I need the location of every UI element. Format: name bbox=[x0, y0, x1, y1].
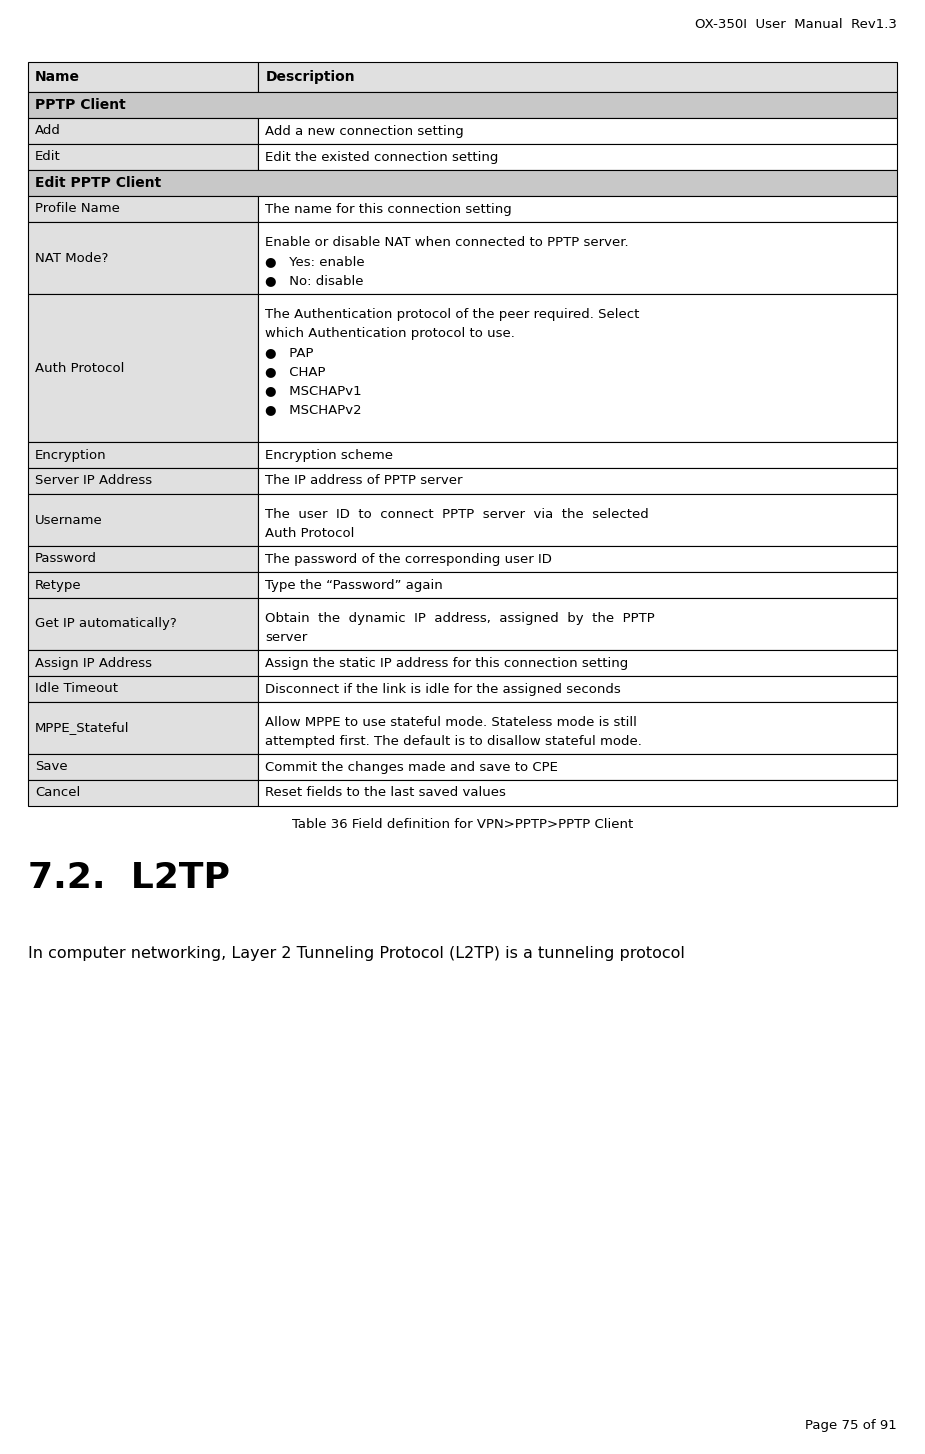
Bar bbox=[28, 571, 258, 598]
Bar bbox=[258, 468, 897, 494]
Text: ●   Yes: enable: ● Yes: enable bbox=[265, 254, 364, 268]
Text: Profile Name: Profile Name bbox=[35, 202, 120, 215]
Bar bbox=[28, 294, 258, 442]
Text: Add a new connection setting: Add a new connection setting bbox=[265, 125, 464, 138]
Text: Edit the existed connection setting: Edit the existed connection setting bbox=[265, 151, 499, 163]
Text: Type the “Password” again: Type the “Password” again bbox=[265, 579, 443, 592]
Bar bbox=[28, 598, 258, 650]
Bar bbox=[28, 676, 258, 702]
Text: Server IP Address: Server IP Address bbox=[35, 474, 152, 487]
Bar bbox=[258, 547, 897, 571]
Text: Enable or disable NAT when connected to PPTP server.: Enable or disable NAT when connected to … bbox=[265, 236, 629, 249]
Bar bbox=[258, 598, 897, 650]
Text: attempted first. The default is to disallow stateful mode.: attempted first. The default is to disal… bbox=[265, 736, 642, 747]
Bar bbox=[28, 547, 258, 571]
Text: The Authentication protocol of the peer required. Select: The Authentication protocol of the peer … bbox=[265, 308, 640, 321]
Bar bbox=[28, 92, 897, 118]
Bar bbox=[28, 494, 258, 547]
Text: In computer networking, Layer 2 Tunneling Protocol (L2TP) is a tunneling protoco: In computer networking, Layer 2 Tunnelin… bbox=[28, 947, 684, 961]
Text: Auth Protocol: Auth Protocol bbox=[35, 362, 124, 375]
Bar bbox=[28, 442, 258, 468]
Text: NAT Mode?: NAT Mode? bbox=[35, 252, 108, 265]
Text: Reset fields to the last saved values: Reset fields to the last saved values bbox=[265, 787, 506, 800]
Text: server: server bbox=[265, 631, 307, 644]
Text: Assign the static IP address for this connection setting: Assign the static IP address for this co… bbox=[265, 657, 628, 669]
Bar bbox=[258, 294, 897, 442]
Text: Edit PPTP Client: Edit PPTP Client bbox=[35, 176, 161, 190]
Text: PPTP Client: PPTP Client bbox=[35, 97, 126, 112]
Text: Encryption scheme: Encryption scheme bbox=[265, 448, 393, 461]
Text: MPPE_Stateful: MPPE_Stateful bbox=[35, 721, 130, 734]
Bar bbox=[258, 755, 897, 779]
Text: Encryption: Encryption bbox=[35, 448, 106, 461]
Text: Idle Timeout: Idle Timeout bbox=[35, 682, 118, 695]
Bar bbox=[258, 494, 897, 547]
Text: Assign IP Address: Assign IP Address bbox=[35, 657, 152, 669]
Bar bbox=[28, 144, 258, 170]
Text: Commit the changes made and save to CPE: Commit the changes made and save to CPE bbox=[265, 760, 558, 774]
Text: Edit: Edit bbox=[35, 151, 61, 163]
Bar bbox=[28, 468, 258, 494]
Text: ●   MSCHAPv1: ● MSCHAPv1 bbox=[265, 384, 362, 397]
Bar bbox=[28, 170, 897, 196]
Bar bbox=[258, 196, 897, 222]
Text: Save: Save bbox=[35, 760, 68, 774]
Text: The IP address of PPTP server: The IP address of PPTP server bbox=[265, 474, 462, 487]
Bar bbox=[258, 63, 897, 92]
Bar bbox=[28, 650, 258, 676]
Text: The name for this connection setting: The name for this connection setting bbox=[265, 202, 512, 215]
Bar bbox=[258, 144, 897, 170]
Bar bbox=[258, 702, 897, 755]
Text: The  user  ID  to  connect  PPTP  server  via  the  selected: The user ID to connect PPTP server via t… bbox=[265, 507, 649, 521]
Text: Disconnect if the link is idle for the assigned seconds: Disconnect if the link is idle for the a… bbox=[265, 682, 621, 695]
Text: ●   No: disable: ● No: disable bbox=[265, 273, 364, 286]
Text: Username: Username bbox=[35, 513, 103, 526]
Bar bbox=[258, 118, 897, 144]
Bar bbox=[28, 63, 258, 92]
Text: OX-350I  User  Manual  Rev1.3: OX-350I User Manual Rev1.3 bbox=[695, 17, 897, 31]
Text: ●   CHAP: ● CHAP bbox=[265, 365, 326, 378]
Bar bbox=[258, 650, 897, 676]
Text: Table 36 Field definition for VPN>PPTP>PPTP Client: Table 36 Field definition for VPN>PPTP>P… bbox=[292, 819, 633, 832]
Bar bbox=[28, 196, 258, 222]
Bar bbox=[258, 676, 897, 702]
Bar bbox=[28, 755, 258, 779]
Text: ●   PAP: ● PAP bbox=[265, 346, 314, 359]
Bar bbox=[258, 571, 897, 598]
Bar bbox=[258, 442, 897, 468]
Text: Description: Description bbox=[265, 70, 355, 84]
Text: Page 75 of 91: Page 75 of 91 bbox=[806, 1419, 897, 1432]
Bar bbox=[28, 118, 258, 144]
Text: Add: Add bbox=[35, 125, 61, 138]
Text: Get IP automatically?: Get IP automatically? bbox=[35, 618, 177, 631]
Bar bbox=[28, 779, 258, 806]
Text: ●   MSCHAPv2: ● MSCHAPv2 bbox=[265, 403, 362, 416]
Text: Password: Password bbox=[35, 553, 97, 566]
Bar bbox=[28, 702, 258, 755]
Bar bbox=[28, 222, 258, 294]
Bar bbox=[258, 222, 897, 294]
Text: Auth Protocol: Auth Protocol bbox=[265, 526, 354, 539]
Text: 7.2.  L2TP: 7.2. L2TP bbox=[28, 861, 230, 896]
Text: The password of the corresponding user ID: The password of the corresponding user I… bbox=[265, 553, 552, 566]
Bar bbox=[258, 779, 897, 806]
Text: Allow MPPE to use stateful mode. Stateless mode is still: Allow MPPE to use stateful mode. Statele… bbox=[265, 715, 637, 728]
Text: Name: Name bbox=[35, 70, 80, 84]
Text: Retype: Retype bbox=[35, 579, 81, 592]
Text: Cancel: Cancel bbox=[35, 787, 80, 800]
Text: Obtain  the  dynamic  IP  address,  assigned  by  the  PPTP: Obtain the dynamic IP address, assigned … bbox=[265, 612, 655, 625]
Text: which Authentication protocol to use.: which Authentication protocol to use. bbox=[265, 327, 515, 340]
